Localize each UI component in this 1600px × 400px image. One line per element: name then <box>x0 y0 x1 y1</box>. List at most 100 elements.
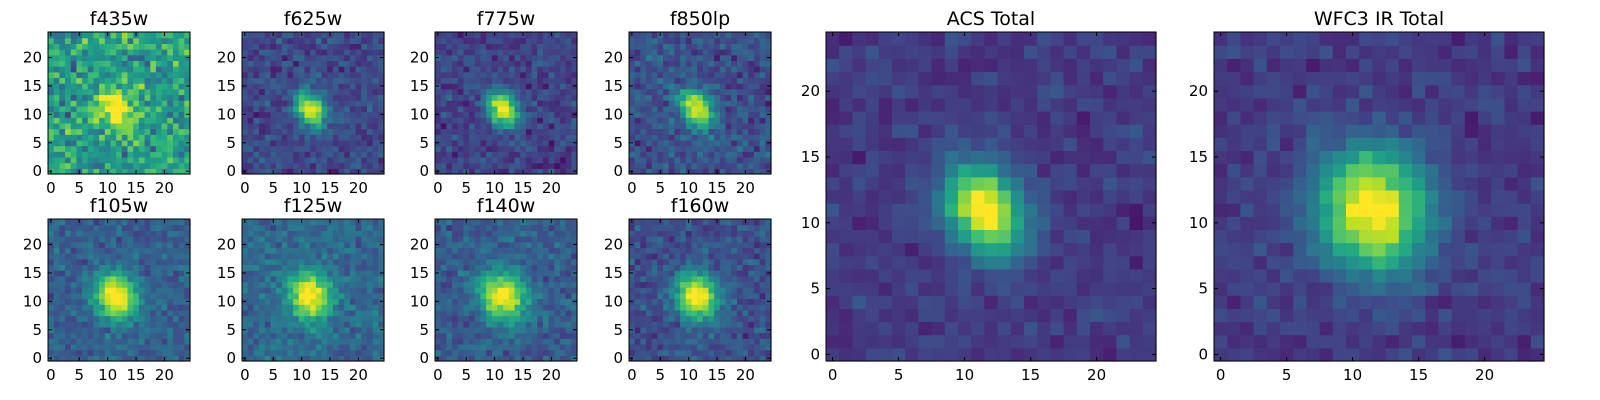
heatmap-cell <box>691 77 698 84</box>
heatmap-cell <box>150 253 157 260</box>
heatmap-cell <box>310 37 317 44</box>
heatmap-cell <box>150 304 157 311</box>
heatmap-cell <box>53 309 60 317</box>
heatmap-cell <box>304 66 311 73</box>
heatmap-cell <box>657 338 664 345</box>
heatmap-cell <box>338 94 345 101</box>
heatmap-cell <box>242 304 249 311</box>
heatmap-cell <box>531 43 538 50</box>
heatmap-cell <box>110 230 117 237</box>
heatmap-cell <box>310 326 317 334</box>
heatmap-cell <box>571 253 578 260</box>
heatmap-cell <box>110 241 117 248</box>
heatmap-cell <box>59 349 66 356</box>
heatmap-cell <box>480 338 487 345</box>
heatmap-cell <box>725 281 732 288</box>
heatmap-cell <box>138 326 146 334</box>
heatmap-cell <box>759 315 766 322</box>
heatmap-cell <box>680 287 687 294</box>
heatmap-cell <box>184 100 191 107</box>
heatmap-cell <box>76 236 83 243</box>
heatmap-cell <box>474 343 482 351</box>
heatmap-cell <box>446 71 453 79</box>
heatmap-cell <box>634 88 641 96</box>
heatmap-cell <box>685 77 693 84</box>
heatmap-cell <box>48 151 55 158</box>
heatmap-cell <box>508 332 516 339</box>
heatmap-cell <box>133 128 140 135</box>
axes-frame <box>241 31 385 175</box>
heatmap-cell <box>59 105 66 113</box>
heatmap-cell <box>184 230 191 237</box>
heatmap-cell <box>702 139 710 147</box>
heatmap-cell <box>70 32 77 39</box>
heatmap-cell <box>378 332 385 339</box>
heatmap-cell <box>310 54 317 61</box>
heatmap-cell <box>725 162 732 169</box>
heatmap-cell <box>338 77 345 84</box>
heatmap-cell <box>76 134 83 141</box>
heatmap-cell <box>554 270 561 277</box>
heatmap-cell <box>708 145 715 152</box>
heatmap-cell <box>53 315 60 322</box>
heatmap-cell <box>53 355 60 362</box>
heatmap-cell <box>674 151 681 158</box>
heatmap-cell <box>110 343 117 351</box>
heatmap-cell <box>344 224 351 231</box>
heatmap-cell <box>463 264 470 271</box>
heatmap-cell <box>736 117 744 124</box>
heatmap-cell <box>719 298 727 305</box>
heatmap-cell <box>270 321 277 328</box>
heatmap-cell <box>714 321 721 328</box>
heatmap-cell <box>338 264 345 271</box>
heatmap-cell <box>651 321 658 328</box>
heatmap-cell <box>53 338 60 345</box>
heatmap-cell <box>765 315 772 322</box>
heatmap-cell <box>554 71 561 79</box>
heatmap-cell <box>480 71 487 79</box>
heatmap-cell <box>680 88 687 96</box>
heatmap-cell <box>366 156 374 164</box>
heatmap-cell <box>685 332 693 339</box>
heatmap-cell <box>344 105 351 113</box>
heatmap-cell <box>503 128 510 135</box>
heatmap-cell <box>253 292 260 300</box>
heatmap-cell <box>663 100 670 107</box>
heatmap-cell <box>99 60 106 67</box>
heatmap-cell <box>315 66 323 73</box>
heatmap-cell <box>474 321 482 328</box>
heatmap-cell <box>503 66 510 73</box>
heatmap-cell <box>680 332 687 339</box>
heatmap-cell <box>184 349 191 356</box>
heatmap-cell <box>304 111 311 118</box>
heatmap-cell <box>765 304 772 311</box>
heatmap-cell <box>59 94 66 101</box>
heatmap-cell <box>327 292 334 300</box>
heatmap-cell <box>719 315 727 322</box>
heatmap-cell <box>48 117 55 124</box>
heatmap-cell <box>161 83 168 90</box>
heatmap-cell <box>133 156 140 164</box>
heatmap-cell <box>452 292 459 300</box>
heatmap-cell <box>264 168 271 175</box>
heatmap-cell <box>344 253 351 260</box>
heatmap-cell <box>503 94 510 101</box>
heatmap-cell <box>167 332 174 339</box>
heatmap-cell <box>121 292 129 300</box>
heatmap-cell <box>463 37 470 44</box>
heatmap-cell <box>155 77 163 84</box>
heatmap-cell <box>344 77 351 84</box>
heatmap-cell <box>759 292 766 300</box>
heatmap-cell <box>435 253 442 260</box>
heatmap-cell <box>355 139 362 147</box>
heatmap-cell <box>127 258 134 266</box>
heatmap-cell <box>378 281 385 288</box>
heatmap-cell <box>697 332 704 339</box>
heatmap-cell <box>87 111 95 118</box>
heatmap-cell <box>680 298 687 305</box>
heatmap-cell <box>310 292 317 300</box>
heatmap-cell <box>759 117 766 124</box>
heatmap-cell <box>497 43 504 50</box>
heatmap-cell <box>486 105 493 113</box>
heatmap-cell <box>332 66 340 73</box>
